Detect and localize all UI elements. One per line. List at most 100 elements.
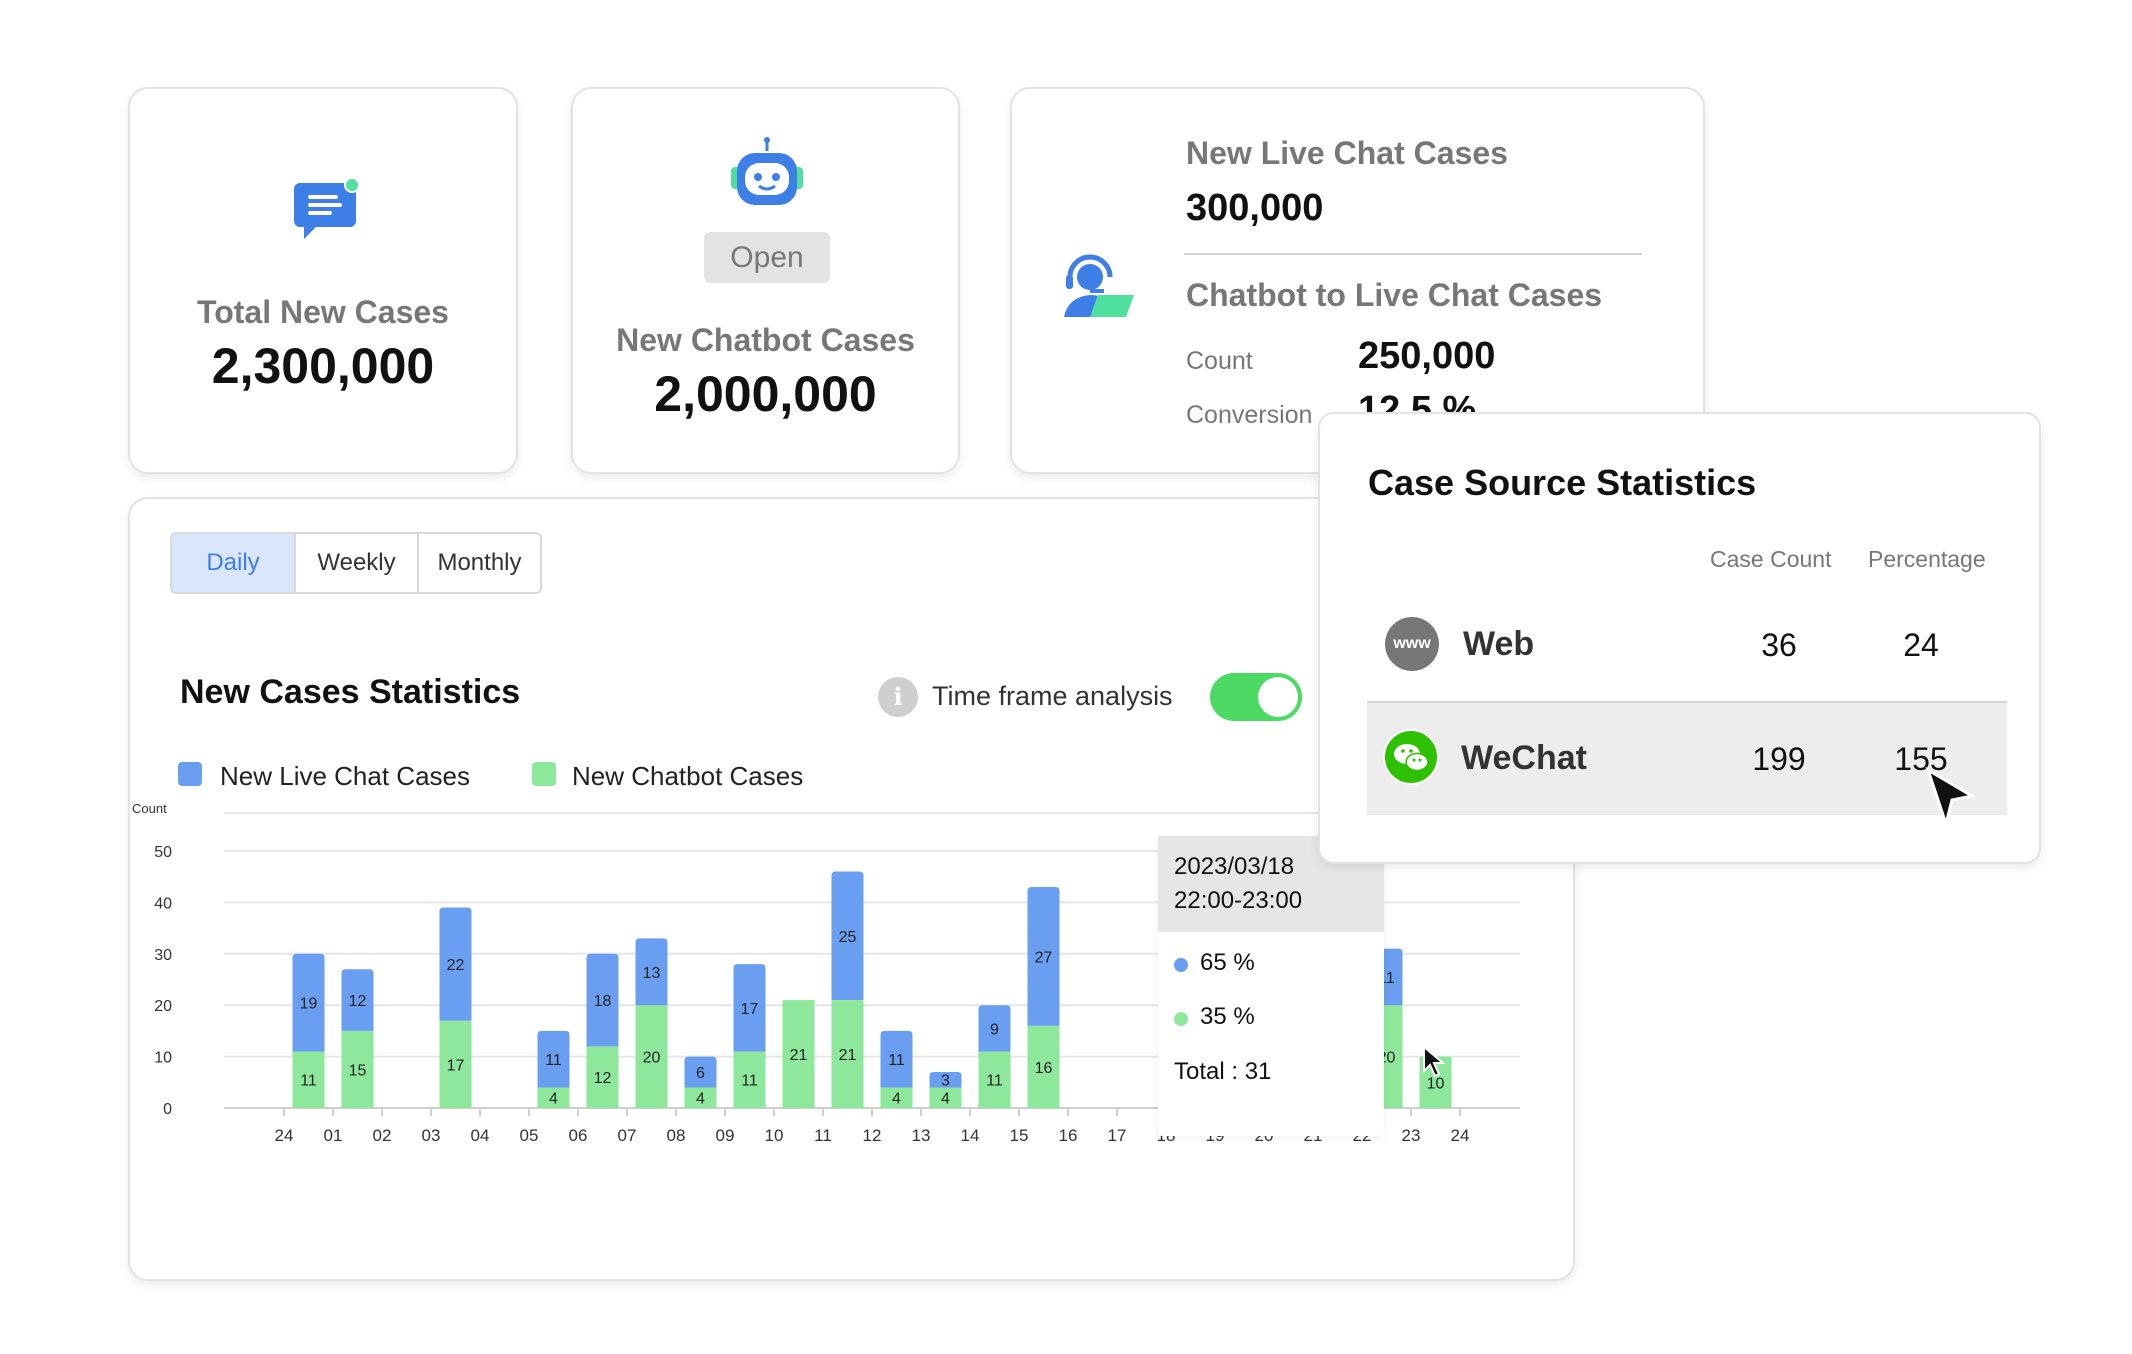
bar-label-chatbot: 21 [790,1047,808,1064]
x-tick-label: 08 [667,1126,686,1145]
bar-live [929,1072,962,1088]
mouse-cursor-icon [1925,766,1977,830]
bar-live [341,969,374,1031]
wechat-icon [1383,729,1439,785]
time-frame-toggle[interactable] [1210,673,1302,721]
x-tick-label: 14 [961,1126,980,1145]
new-chatbot-cases-label: New Chatbot Cases [616,322,915,358]
tab-weekly[interactable]: Weekly [296,534,419,592]
new-chatbot-cases-value: 2,000,000 [654,366,877,422]
bar-label-live: 19 [300,996,318,1013]
source-name: Web [1463,625,1535,663]
x-tick-label: 06 [569,1126,588,1145]
bar-label-chatbot: 16 [1035,1060,1053,1077]
tooltip-date: 2023/03/18 [1174,853,1295,880]
bar-live [586,953,619,1047]
bar-label-chatbot: 15 [349,1062,367,1079]
conversion-label: Conversion [1186,401,1313,429]
bar-label-live: 6 [696,1065,705,1082]
legend-chatbot-label: New Chatbot Cases [572,761,804,791]
row-divider [1367,701,2007,703]
tooltip-time: 22:00-23:00 [1174,887,1303,914]
x-tick-label: 12 [863,1126,882,1145]
bar-chatbot [586,1046,619,1108]
chat-message-icon [294,179,360,239]
bar-label-live: 27 [1035,949,1053,966]
bar-label-chatbot: 17 [447,1057,465,1074]
tab-daily[interactable]: Daily [172,534,296,592]
bar-label-live: 22 [447,957,465,974]
y-tick-label: 0 [163,1101,172,1118]
bar-live [684,1056,717,1088]
case-source-statistics-popup: Case Source Statistics Case Count Percen… [1318,412,2041,864]
bar-live [978,1005,1011,1052]
x-tick-label: 02 [373,1126,392,1145]
bar-chatbot [537,1087,570,1108]
bar-chatbot [684,1087,717,1108]
bar-chatbot [341,1030,374,1108]
y-tick-label: 40 [154,895,172,912]
new-chatbot-cases-card: Open New Chatbot Cases 2,000,000 [571,87,960,474]
open-status-badge: Open [704,232,830,283]
tooltip-live-pct: 65 % [1200,949,1255,976]
bar-label-live: 18 [594,993,612,1010]
www-icon: www [1385,617,1439,671]
bar-chatbot [929,1087,962,1108]
count-label: Count [1186,347,1253,375]
tooltip-live-dot [1174,958,1188,972]
tab-monthly[interactable]: Monthly [437,549,522,576]
y-tick-label: 20 [154,998,172,1015]
bar-live [733,964,766,1052]
source-name: WeChat [1461,739,1587,777]
x-tick-label: 11 [814,1126,832,1145]
bar-live [537,1030,570,1088]
total-new-cases-card: Total New Cases 2,300,000 [128,87,518,474]
x-tick-label: 04 [471,1126,490,1145]
bar-label-live: 3 [941,1073,950,1090]
info-icon[interactable]: i [878,677,918,717]
count-value: 250,000 [1358,335,1496,377]
bar-label-chatbot: 11 [741,1073,758,1090]
bar-chatbot [635,1005,668,1108]
bar-label-chatbot: 12 [594,1070,612,1087]
chatbot-to-live-title: Chatbot to Live Chat Cases [1186,277,1603,313]
bar-label-live: 9 [990,1021,999,1038]
col-case-count: Case Count [1710,546,1832,572]
chart-tooltip: 2023/03/18 22:00-23:00 65 % 35 % Total :… [1158,836,1384,1136]
y-axis-label: Count [132,801,167,816]
x-tick-label: 23 [1402,1126,1421,1145]
bar-label-chatbot: 10 [1427,1075,1445,1092]
y-tick-label: 10 [154,1050,172,1067]
period-tab-group: Daily Weekly Monthly [170,532,542,594]
support-agent-icon [1064,254,1134,317]
x-tick-label: 16 [1059,1126,1078,1145]
x-tick-label: 05 [520,1126,539,1145]
bar-label-chatbot: 4 [941,1091,950,1108]
live-chat-title: New Live Chat Cases [1186,135,1508,171]
x-tick-label: 01 [324,1126,343,1145]
x-tick-label: 13 [912,1126,931,1145]
divider [1184,253,1642,255]
x-tick-label: 17 [1108,1126,1127,1145]
bar-chatbot [978,1051,1011,1108]
bar-label-chatbot: 21 [839,1047,857,1064]
source-row-wechat[interactable]: WeChat 199 155 [1367,703,2007,815]
tooltip-chatbot-dot [1174,1012,1188,1026]
x-tick-label: 03 [422,1126,441,1145]
bar-label-live: 25 [839,929,857,946]
bar-live [292,953,325,1052]
bar-chatbot [733,1051,766,1108]
new-live-chat-cases-card: New Live Chat Cases 300,000 Chatbot to L… [1010,87,1705,474]
col-percentage: Percentage [1868,546,1986,572]
x-tick-label: 09 [716,1126,735,1145]
legend-live-label: New Live Chat Cases [220,761,470,791]
new-cases-statistics-panel: Daily Weekly Monthly New Cases Statistic… [128,497,1575,1281]
source-row-web[interactable]: www Web 36 24 [1367,589,2007,701]
chart-title: New Cases Statistics [180,673,521,711]
total-new-cases-value: 2,300,000 [211,338,435,394]
bar-chatbot [1027,1025,1060,1108]
legend-live-swatch [178,762,202,786]
bar-chatbot [292,1051,325,1108]
x-tick-label: 15 [1010,1126,1029,1145]
y-tick-label: 50 [154,844,172,861]
